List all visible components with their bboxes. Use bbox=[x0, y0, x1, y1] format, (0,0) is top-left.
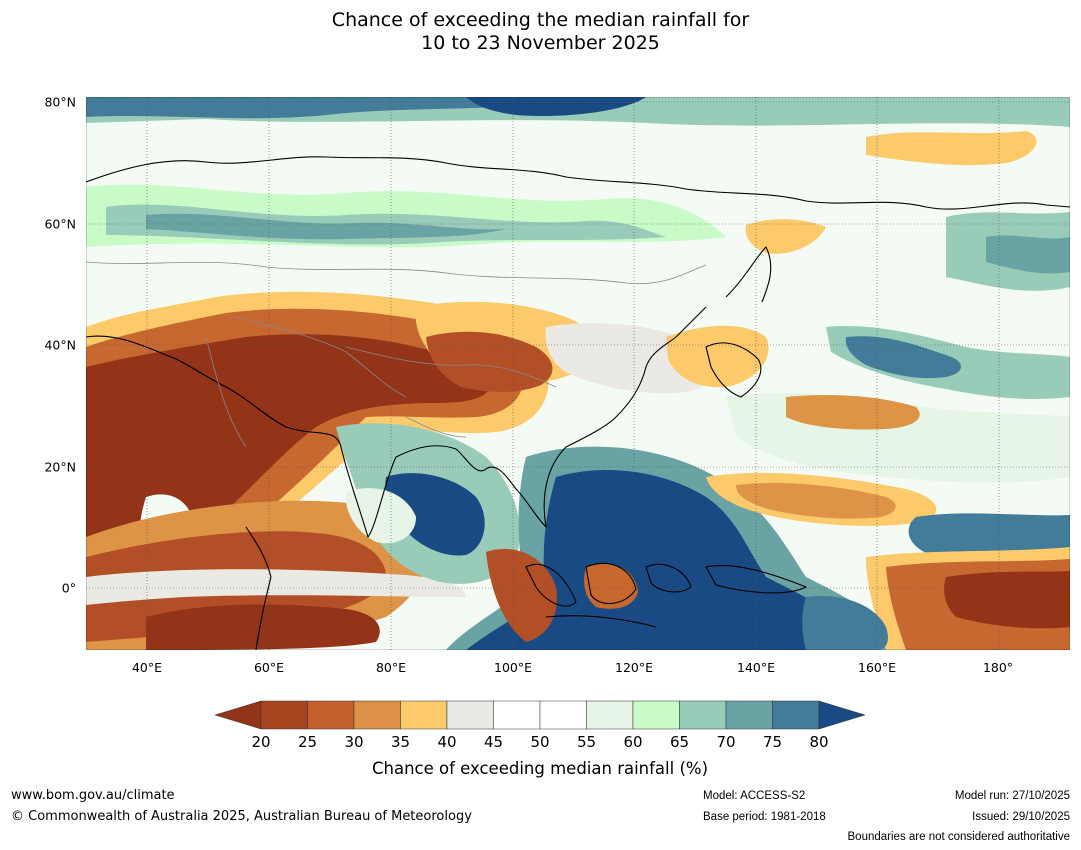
colorbar-tick-label: 45 bbox=[483, 733, 504, 751]
colorbar-tick-label: 60 bbox=[623, 733, 643, 751]
footer-disclaimer: Boundaries are not considered authoritat… bbox=[847, 831, 1070, 843]
footer-copyright: © Commonwealth of Australia 2025, Austra… bbox=[11, 809, 472, 824]
title-line-2: 10 to 23 November 2025 bbox=[421, 32, 660, 54]
colorbar-tick-label: 75 bbox=[762, 733, 783, 751]
equatorial-pacific-wet bbox=[908, 513, 1070, 560]
arabian-sea-wet bbox=[345, 488, 416, 544]
colorbar-tick-label: 50 bbox=[530, 733, 550, 751]
colorbar-segment bbox=[307, 700, 355, 730]
colorbar-tick-label: 65 bbox=[669, 733, 690, 751]
colorbar-segment bbox=[632, 700, 680, 730]
lon-label-80e: 80°E bbox=[375, 660, 407, 675]
arctic-extreme-wet bbox=[466, 97, 646, 117]
footer-issued: Issued: 29/10/2025 bbox=[972, 811, 1070, 823]
coastlines bbox=[86, 156, 1070, 650]
borneo-dry bbox=[584, 563, 638, 609]
footer-model: Model: ACCESS-S2 bbox=[703, 790, 806, 802]
lon-label-100e: 100°E bbox=[493, 660, 533, 675]
bay-bengal-wet-extreme bbox=[385, 473, 485, 556]
footer-website[interactable]: www.bom.gov.au/climate bbox=[11, 788, 175, 803]
map-svg bbox=[86, 97, 1070, 650]
lat-label-60n: 60°N bbox=[44, 216, 76, 232]
central-pacific-dry bbox=[736, 482, 896, 519]
coral-sea-wet bbox=[802, 596, 888, 650]
colorbar-segment bbox=[539, 700, 587, 730]
lat-label-80n: 80°N bbox=[44, 94, 76, 110]
colorbar-segment bbox=[772, 700, 820, 730]
colorbar-segment bbox=[725, 700, 773, 730]
colorbar-tick-label: 30 bbox=[344, 733, 364, 751]
colorbar-segments bbox=[260, 700, 820, 730]
colorbar-segment bbox=[446, 700, 494, 730]
west-pacific-dry-band bbox=[786, 395, 920, 430]
lon-label-160e: 160°E bbox=[857, 660, 897, 675]
colorbar-tick-label: 70 bbox=[716, 733, 736, 751]
country-boundaries bbox=[86, 261, 707, 448]
tibet-dry bbox=[426, 331, 553, 392]
footer-base-period: Base period: 1981-2018 bbox=[703, 811, 826, 823]
equatorial-neutral-band bbox=[86, 569, 466, 605]
indian-ocean-dry-extreme bbox=[146, 604, 380, 650]
colorbar-tick-label: 55 bbox=[576, 733, 597, 751]
west-pacific-wet-very bbox=[845, 336, 961, 379]
colorbar-tick-label: 35 bbox=[390, 733, 411, 751]
colorbar-label: Chance of exceeding median rainfall (%) bbox=[371, 759, 709, 778]
title-line-1: Chance of exceeding the median rainfall … bbox=[331, 9, 750, 31]
manchuria-dry bbox=[745, 219, 826, 254]
north-pacific-strong-wet bbox=[986, 235, 1070, 274]
colorbar-segment bbox=[586, 700, 634, 730]
lon-label-120e: 120°E bbox=[614, 660, 654, 675]
colorbar-under-arrow bbox=[215, 700, 262, 730]
lon-label-180: 180° bbox=[982, 660, 1014, 675]
map-frame bbox=[86, 97, 1070, 650]
lat-label-40n: 40°N bbox=[44, 337, 76, 353]
south-pacific-dry-extreme bbox=[944, 571, 1070, 629]
maritime-continent-wet-extreme bbox=[466, 469, 876, 650]
siberia-strong-wet bbox=[146, 213, 506, 240]
colorbar bbox=[215, 700, 865, 730]
colorbar-segment bbox=[400, 700, 448, 730]
east-siberia-dry bbox=[866, 131, 1037, 166]
chart-title: Chance of exceeding the median rainfall … bbox=[0, 9, 1081, 55]
colorbar-segment bbox=[679, 700, 727, 730]
lon-label-60e: 60°E bbox=[253, 660, 285, 675]
rainfall-map bbox=[86, 97, 1070, 650]
colorbar-tick-label: 20 bbox=[251, 733, 271, 751]
colorbar-segment bbox=[353, 700, 401, 730]
graticule bbox=[86, 97, 1070, 650]
colorbar-tick-label: 80 bbox=[809, 733, 829, 751]
lon-label-140e: 140°E bbox=[736, 660, 776, 675]
colorbar-tick-label: 25 bbox=[297, 733, 318, 751]
sumatra-dry bbox=[486, 548, 557, 642]
footer-model-run: Model run: 27/10/2025 bbox=[954, 790, 1070, 802]
lon-label-40e: 40°E bbox=[131, 660, 163, 675]
colorbar-over-arrow bbox=[818, 700, 865, 730]
colorbar-tick-label: 40 bbox=[437, 733, 457, 751]
lat-label-0: 0° bbox=[61, 580, 76, 596]
colorbar-segment bbox=[260, 700, 308, 730]
korea-japan-dry bbox=[666, 325, 769, 388]
lat-label-20n: 20°N bbox=[44, 459, 76, 475]
colorbar-segment bbox=[493, 700, 541, 730]
